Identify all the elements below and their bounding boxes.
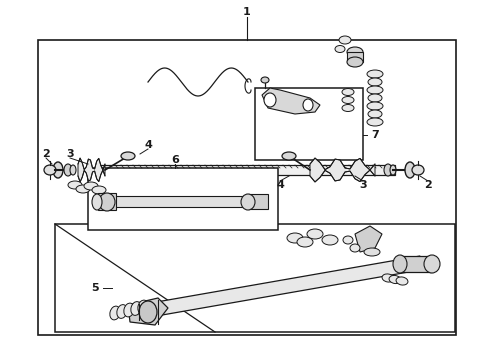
Ellipse shape — [282, 152, 296, 160]
Ellipse shape — [307, 229, 323, 239]
Polygon shape — [128, 298, 168, 325]
Text: 4: 4 — [144, 140, 152, 150]
Ellipse shape — [339, 36, 351, 44]
Bar — [255, 88, 363, 160]
Polygon shape — [355, 226, 382, 252]
Ellipse shape — [68, 181, 82, 189]
Ellipse shape — [53, 162, 63, 178]
Ellipse shape — [297, 237, 313, 247]
Ellipse shape — [384, 164, 392, 176]
Text: 2: 2 — [424, 180, 432, 190]
Bar — [55, 224, 455, 332]
Ellipse shape — [342, 104, 354, 112]
Bar — [347, 52, 363, 62]
Ellipse shape — [389, 275, 401, 284]
Ellipse shape — [261, 77, 269, 83]
Bar — [100, 196, 255, 207]
Ellipse shape — [382, 274, 394, 282]
Ellipse shape — [117, 305, 127, 318]
Polygon shape — [145, 256, 420, 318]
Ellipse shape — [396, 277, 408, 285]
Ellipse shape — [424, 255, 440, 273]
Text: 4: 4 — [276, 180, 284, 190]
Ellipse shape — [368, 94, 382, 102]
Ellipse shape — [390, 165, 396, 175]
Ellipse shape — [342, 96, 354, 104]
Ellipse shape — [367, 118, 383, 126]
Polygon shape — [78, 158, 105, 182]
Text: 7: 7 — [371, 130, 379, 140]
Ellipse shape — [76, 185, 90, 193]
Ellipse shape — [350, 244, 360, 252]
Ellipse shape — [364, 248, 380, 256]
Ellipse shape — [412, 165, 424, 175]
Ellipse shape — [64, 164, 72, 176]
Bar — [400, 256, 432, 272]
Bar — [100, 165, 395, 175]
Ellipse shape — [368, 78, 382, 86]
Ellipse shape — [110, 306, 120, 320]
Ellipse shape — [131, 302, 141, 315]
Text: 1: 1 — [243, 7, 251, 17]
Text: 2: 2 — [42, 149, 50, 159]
Polygon shape — [310, 158, 375, 182]
Ellipse shape — [139, 301, 157, 323]
Bar — [248, 194, 268, 209]
Ellipse shape — [99, 193, 115, 211]
Ellipse shape — [287, 233, 303, 243]
Ellipse shape — [92, 186, 106, 194]
Ellipse shape — [368, 110, 382, 118]
Ellipse shape — [92, 194, 102, 210]
Ellipse shape — [342, 89, 354, 95]
Ellipse shape — [322, 235, 338, 245]
Ellipse shape — [241, 194, 255, 210]
Bar — [38, 40, 456, 335]
Ellipse shape — [84, 182, 98, 190]
Ellipse shape — [303, 99, 313, 111]
Ellipse shape — [44, 165, 56, 175]
Ellipse shape — [335, 45, 345, 53]
Ellipse shape — [121, 152, 135, 160]
Text: 5: 5 — [91, 283, 99, 293]
Ellipse shape — [405, 162, 415, 178]
Text: 3: 3 — [359, 180, 367, 190]
Ellipse shape — [347, 57, 363, 67]
Text: 3: 3 — [66, 149, 74, 159]
Text: 6: 6 — [171, 155, 179, 165]
Ellipse shape — [393, 255, 407, 273]
Ellipse shape — [264, 93, 276, 107]
Ellipse shape — [367, 86, 383, 94]
Ellipse shape — [124, 303, 134, 317]
Ellipse shape — [138, 300, 148, 314]
Ellipse shape — [343, 236, 353, 244]
Ellipse shape — [367, 70, 383, 78]
Polygon shape — [262, 88, 320, 114]
Ellipse shape — [347, 47, 363, 57]
Ellipse shape — [70, 165, 76, 175]
Bar — [88, 168, 278, 230]
Ellipse shape — [367, 102, 383, 110]
Bar — [98, 193, 116, 210]
